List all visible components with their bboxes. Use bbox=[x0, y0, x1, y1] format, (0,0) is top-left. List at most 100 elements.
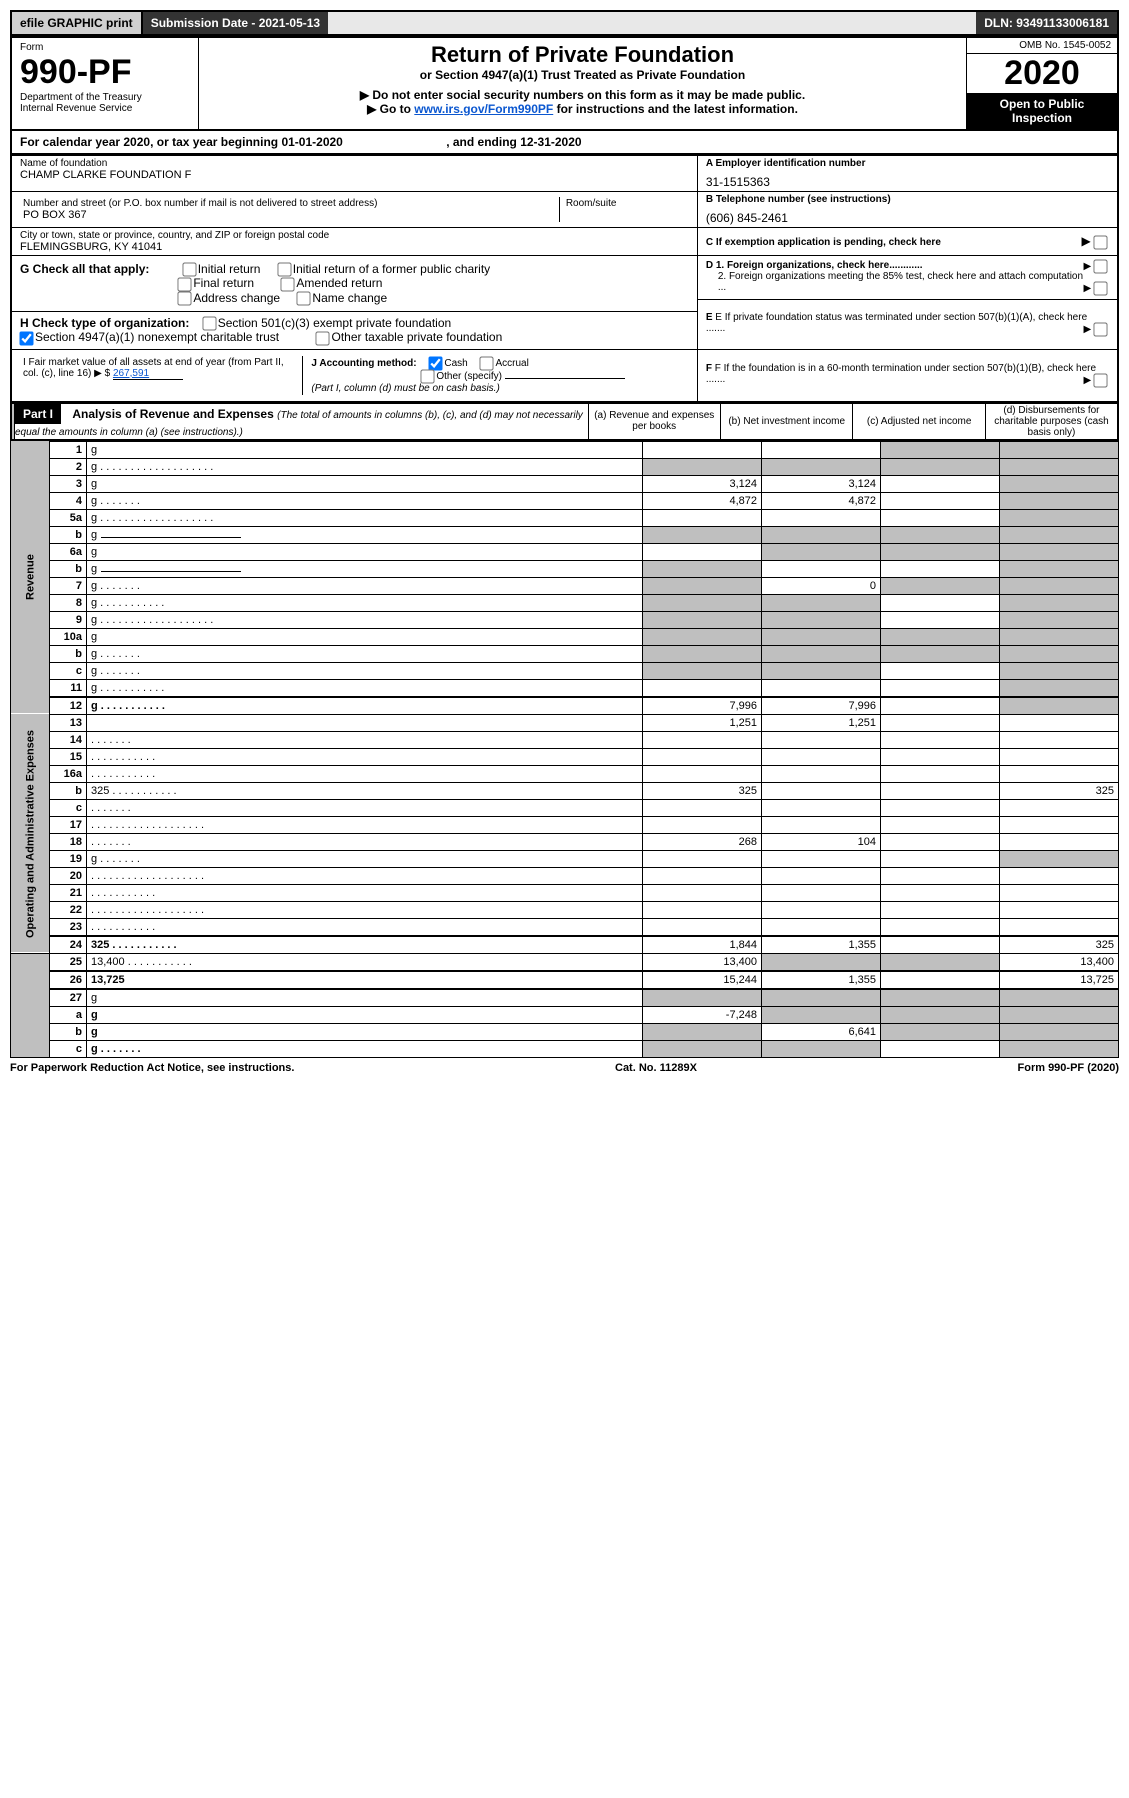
col-d-cell bbox=[1000, 458, 1119, 475]
col-d-cell: 325 bbox=[1000, 782, 1119, 799]
col-c-cell bbox=[881, 543, 1000, 560]
col-a-cell bbox=[643, 509, 762, 526]
table-row: 21 bbox=[11, 884, 1119, 901]
line-number: 13 bbox=[50, 714, 87, 731]
col-c-cell bbox=[881, 611, 1000, 628]
g-final-return[interactable] bbox=[178, 277, 192, 291]
side-label-blank bbox=[11, 953, 50, 1057]
col-c-cell bbox=[881, 628, 1000, 645]
j-other[interactable] bbox=[421, 369, 435, 383]
col-a-cell bbox=[643, 1040, 762, 1057]
line-number: 22 bbox=[50, 901, 87, 918]
col-a-cell bbox=[643, 867, 762, 884]
col-d-cell: 325 bbox=[1000, 936, 1119, 954]
col-a-cell: 3,124 bbox=[643, 475, 762, 492]
col-d-cell bbox=[1000, 543, 1119, 560]
topbar: efile GRAPHIC print Submission Date - 20… bbox=[10, 10, 1119, 36]
line-description: 325 bbox=[87, 936, 643, 954]
j-cash[interactable] bbox=[429, 356, 443, 370]
line-description: g bbox=[87, 628, 643, 645]
line-number: 8 bbox=[50, 594, 87, 611]
table-row: 11g bbox=[11, 679, 1119, 697]
col-a-cell bbox=[643, 577, 762, 594]
form-subtitle: or Section 4947(a)(1) Trust Treated as P… bbox=[207, 68, 958, 82]
col-c-cell bbox=[881, 748, 1000, 765]
col-d-hdr: (d) Disbursements for charitable purpose… bbox=[985, 403, 1118, 440]
g-address-change[interactable] bbox=[178, 291, 192, 305]
g-initial-return[interactable] bbox=[182, 263, 196, 277]
line-description bbox=[87, 884, 643, 901]
form-note-ssn: ▶ Do not enter social security numbers o… bbox=[207, 88, 958, 102]
h-other-taxable[interactable] bbox=[316, 331, 330, 345]
col-c-cell bbox=[881, 662, 1000, 679]
efile-print-button[interactable]: efile GRAPHIC print bbox=[12, 12, 143, 34]
table-row: bg bbox=[11, 560, 1119, 577]
col-b-cell bbox=[762, 850, 881, 867]
col-d-cell: 13,400 bbox=[1000, 953, 1119, 971]
table-row: 8g bbox=[11, 594, 1119, 611]
line-description bbox=[87, 731, 643, 748]
col-a-cell bbox=[643, 1023, 762, 1040]
city-state-zip: FLEMINGSBURG, KY 41041 bbox=[20, 241, 689, 253]
goto-link[interactable]: www.irs.gov/Form990PF bbox=[414, 102, 553, 116]
line-description bbox=[87, 714, 643, 731]
col-b-cell bbox=[762, 611, 881, 628]
h-4947a1[interactable] bbox=[19, 331, 33, 345]
col-d-cell bbox=[1000, 1040, 1119, 1057]
col-d-cell bbox=[1000, 509, 1119, 526]
col-b-cell bbox=[762, 526, 881, 543]
period-end: 12-31-2020 bbox=[520, 135, 581, 149]
f-checkbox[interactable] bbox=[1093, 373, 1107, 387]
table-row: 17 bbox=[11, 816, 1119, 833]
line-number: 26 bbox=[50, 971, 87, 989]
line-number: 24 bbox=[50, 936, 87, 954]
line-description: g bbox=[87, 577, 643, 594]
ein: 31-1515363 bbox=[706, 175, 1109, 189]
h-501c3[interactable] bbox=[202, 317, 216, 331]
g-initial-former[interactable] bbox=[277, 263, 291, 277]
col-b-cell bbox=[762, 509, 881, 526]
col-b-cell bbox=[762, 441, 881, 458]
col-a-cell bbox=[643, 594, 762, 611]
col-c-cell bbox=[881, 989, 1000, 1007]
g-amended[interactable] bbox=[281, 277, 295, 291]
table-row: 6ag bbox=[11, 543, 1119, 560]
col-b-cell bbox=[762, 765, 881, 782]
col-a-cell: 15,244 bbox=[643, 971, 762, 989]
col-b-cell bbox=[762, 918, 881, 936]
col-c-cell bbox=[881, 799, 1000, 816]
col-c-cell bbox=[881, 509, 1000, 526]
line-description: 325 bbox=[87, 782, 643, 799]
col-b-cell bbox=[762, 1040, 881, 1057]
line-number: 25 bbox=[50, 953, 87, 971]
telephone: (606) 845-2461 bbox=[706, 211, 1109, 225]
col-c-cell bbox=[881, 594, 1000, 611]
e-checkbox[interactable] bbox=[1093, 323, 1107, 337]
line-description bbox=[87, 918, 643, 936]
col-b-cell: 1,251 bbox=[762, 714, 881, 731]
h-check-group: H Check type of organization: Section 50… bbox=[20, 316, 689, 345]
line-number: c bbox=[50, 662, 87, 679]
name-label: Name of foundation bbox=[20, 158, 689, 169]
table-row: 2613,72515,2441,35513,725 bbox=[11, 971, 1119, 989]
j-accrual[interactable] bbox=[480, 356, 494, 370]
c-checkbox[interactable] bbox=[1093, 235, 1107, 249]
col-c-cell bbox=[881, 645, 1000, 662]
line-number: 16a bbox=[50, 765, 87, 782]
col-d-cell bbox=[1000, 901, 1119, 918]
col-d-cell: 13,725 bbox=[1000, 971, 1119, 989]
col-d-cell bbox=[1000, 611, 1119, 628]
col-d-cell bbox=[1000, 731, 1119, 748]
d2-checkbox[interactable] bbox=[1093, 281, 1107, 295]
g-name-change[interactable] bbox=[297, 291, 311, 305]
j-note: (Part I, column (d) must be on cash basi… bbox=[311, 383, 499, 394]
table-row: 22 bbox=[11, 901, 1119, 918]
d1-checkbox[interactable] bbox=[1093, 259, 1107, 273]
fmv-link[interactable]: 267,591 bbox=[113, 368, 183, 380]
table-row: b325325325 bbox=[11, 782, 1119, 799]
line-number: b bbox=[50, 526, 87, 543]
col-d-cell bbox=[1000, 697, 1119, 715]
col-d-cell bbox=[1000, 492, 1119, 509]
line-description: g bbox=[87, 594, 643, 611]
line-number: 17 bbox=[50, 816, 87, 833]
